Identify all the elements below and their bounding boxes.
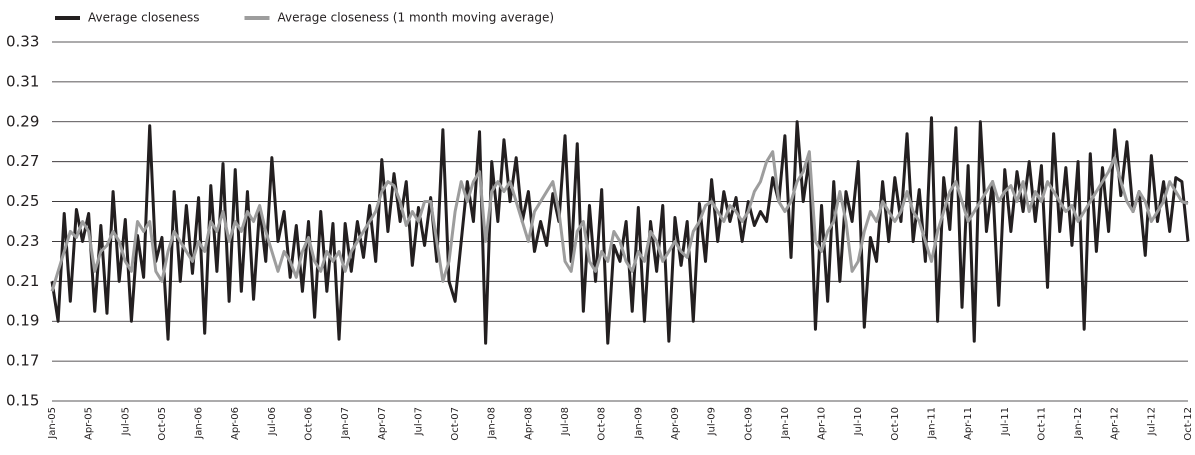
x-tick-label: Apr-07 xyxy=(377,407,388,440)
x-tick-label: Jan-11 xyxy=(926,407,937,440)
series-line xyxy=(50,150,1189,292)
x-tick-label: Jul-06 xyxy=(267,407,278,436)
x-tick-label: Oct-11 xyxy=(1036,407,1047,441)
x-tick-label: Jan-12 xyxy=(1073,407,1084,440)
y-tick-label: 0.33 xyxy=(6,33,39,51)
x-tick-label: Apr-08 xyxy=(523,407,534,440)
x-tick-label: Apr-09 xyxy=(670,407,681,440)
x-tick-label: Apr-06 xyxy=(230,407,241,440)
x-tick-label: Jan-05 xyxy=(47,407,58,440)
legend-label: Average closeness (1 month moving averag… xyxy=(278,11,555,25)
y-tick-label: 0.23 xyxy=(6,232,39,250)
x-tick-label: Oct-12 xyxy=(1183,407,1194,441)
x-tick-label: Oct-05 xyxy=(157,407,168,441)
y-tick-label: 0.19 xyxy=(6,312,39,330)
legend-label: Average closeness xyxy=(88,11,200,25)
x-tick-label: Apr-11 xyxy=(963,407,974,440)
y-tick-label: 0.17 xyxy=(6,352,39,370)
y-tick-label: 0.21 xyxy=(6,272,39,290)
y-tick-label: 0.27 xyxy=(6,152,39,170)
x-tick-label: Jan-09 xyxy=(633,407,644,440)
x-tick-label: Jan-08 xyxy=(487,407,498,440)
x-tick-label: Oct-10 xyxy=(890,407,901,441)
x-tick-label: Oct-09 xyxy=(743,407,754,441)
x-tick-label: Jul-12 xyxy=(1146,407,1157,436)
x-tick-label: Jan-10 xyxy=(780,407,791,440)
x-tick-label: Oct-08 xyxy=(597,407,608,441)
x-tick-label: Apr-12 xyxy=(1110,407,1121,440)
y-tick-label: 0.25 xyxy=(6,192,39,210)
x-tick-label: Jul-09 xyxy=(707,407,718,436)
x-tick-label: Oct-06 xyxy=(304,407,315,441)
x-tick-label: Jul-05 xyxy=(120,407,131,436)
x-tick-label: Jul-10 xyxy=(853,407,864,436)
y-tick-label: 0.31 xyxy=(6,72,39,90)
x-tick-label: Jul-07 xyxy=(413,407,424,436)
y-tick-label: 0.29 xyxy=(6,112,39,130)
x-tick-label: Apr-05 xyxy=(84,407,95,440)
x-tick-label: Jul-08 xyxy=(560,407,571,436)
x-tick-label: Oct-07 xyxy=(450,407,461,441)
x-tick-label: Jan-07 xyxy=(340,407,351,440)
y-tick-label: 0.15 xyxy=(6,392,39,410)
x-tick-label: Jan-06 xyxy=(194,407,205,440)
x-tick-label: Jul-11 xyxy=(1000,407,1011,436)
series-line xyxy=(50,116,1190,345)
x-tick-label: Apr-10 xyxy=(817,407,828,440)
